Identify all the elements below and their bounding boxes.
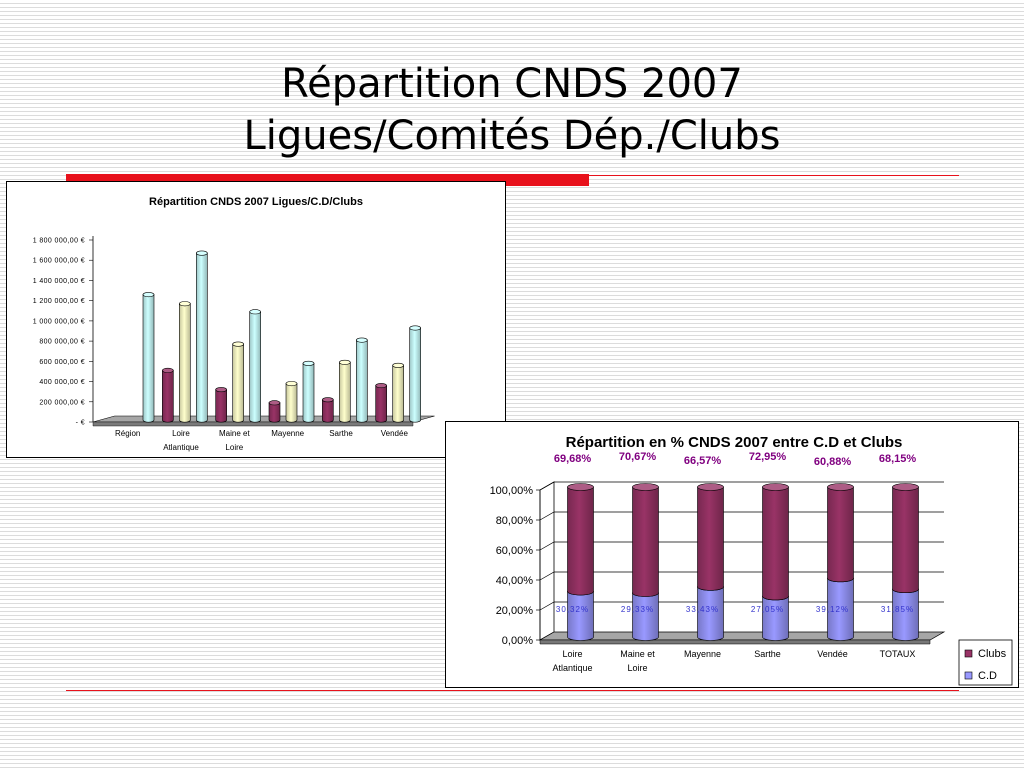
- amount-chart-title: Répartition CNDS 2007 Ligues/C.D/Clubs: [149, 196, 363, 208]
- percent-bar-clubs: [567, 483, 594, 596]
- amount-category-label: Atlantique: [163, 443, 199, 452]
- percent-category-label: TOTAUX: [880, 649, 916, 659]
- amount-y-tick-label: 1 400 000,00 €: [33, 278, 85, 285]
- slide-title: Répartition CNDS 2007 Ligues/Comités Dép…: [0, 58, 1024, 162]
- legend-swatch: [964, 649, 973, 658]
- slide-title-line-1: Répartition CNDS 2007: [281, 61, 743, 107]
- percent-chart: Répartition en % CNDS 2007 entre C.D et …: [490, 434, 1013, 686]
- percent-chart-legend: Clubs C.D: [958, 639, 1013, 686]
- amount-bar: [232, 341, 244, 423]
- amount-y-tick-label: 1 800 000,00 €: [33, 238, 85, 245]
- percent-category-label: Vendée: [817, 649, 848, 659]
- amount-bar: [302, 360, 315, 423]
- amount-category-label: Maine et: [219, 429, 250, 438]
- amount-category-label: Loire: [225, 443, 243, 452]
- footer-rule: [66, 690, 959, 691]
- percent-category-label: Sarthe: [754, 649, 781, 659]
- percent-chart-floor-edge: [539, 639, 931, 645]
- amount-category-label: Sarthe: [329, 429, 353, 438]
- amount-y-tick-label: 1 000 000,00 €: [33, 318, 85, 325]
- percent-category-label: Loire: [627, 663, 647, 673]
- percent-category-label: Mayenne: [684, 649, 721, 659]
- amount-y-tick-label: 600 000,00 €: [39, 359, 85, 366]
- percent-bar-clubs: [632, 483, 659, 597]
- percent-gridline: [539, 481, 944, 491]
- amount-bar: [356, 337, 368, 423]
- percent-bar-clubs: [762, 483, 789, 601]
- percent-data-label-cd: 27,05%: [751, 605, 784, 614]
- percent-y-tick-label: 60,00%: [496, 545, 534, 557]
- percent-bar-cd: [567, 587, 594, 641]
- percent-category-label: Loire: [562, 649, 582, 659]
- title-accent-line: [589, 175, 959, 176]
- legend-label: C.D: [978, 670, 997, 682]
- amount-bar: [409, 325, 421, 423]
- percent-data-label-clubs: 68,15%: [879, 453, 917, 465]
- percent-chart-side-wall: [539, 481, 555, 641]
- amount-chart-frame: Répartition CNDS 2007 Ligues/C.D/Clubs - …: [6, 181, 506, 458]
- legend-swatch: [964, 671, 973, 680]
- percent-bar-clubs: [827, 483, 854, 583]
- amount-category-label: Loire: [172, 429, 190, 438]
- amount-y-tick-label: - €: [76, 420, 85, 427]
- amount-bar: [375, 383, 387, 423]
- amount-bar: [215, 387, 227, 423]
- percent-y-tick-label: 0,00%: [502, 635, 533, 647]
- amount-bar: [162, 367, 174, 423]
- amount-y-tick-label: 200 000,00 €: [39, 399, 85, 406]
- amount-chart-floor-edge: [92, 421, 414, 427]
- percent-gridline: [539, 511, 944, 521]
- percent-bar-clubs: [892, 483, 919, 594]
- percent-y-tick-label: 20,00%: [496, 605, 534, 617]
- amount-bar: [142, 292, 155, 423]
- amount-bar: [249, 309, 261, 423]
- percent-chart-floor: [538, 631, 946, 641]
- amount-chart: Répartition CNDS 2007 Ligues/C.D/Clubs - …: [33, 196, 435, 452]
- percent-data-label-clubs: 70,67%: [619, 451, 657, 463]
- amount-bar: [322, 397, 334, 423]
- percent-bar-cd: [632, 589, 659, 641]
- percent-gridline: [539, 601, 944, 611]
- amount-bar: [196, 250, 208, 423]
- amount-category-label: Mayenne: [271, 429, 304, 438]
- amount-y-tick-label: 1 600 000,00 €: [33, 258, 85, 265]
- percent-y-tick-label: 100,00%: [490, 485, 534, 497]
- amount-bar: [268, 400, 281, 423]
- percent-gridline: [539, 571, 944, 581]
- percent-bar-clubs: [697, 483, 724, 591]
- percent-y-tick-label: 80,00%: [496, 515, 534, 527]
- percent-data-label-clubs: 60,88%: [814, 456, 852, 468]
- percent-gridline: [539, 541, 944, 551]
- amount-bar: [392, 362, 404, 423]
- percent-category-label: Maine et: [620, 649, 655, 659]
- percent-data-label-clubs: 69,68%: [554, 453, 592, 465]
- amount-y-tick-label: 800 000,00 €: [39, 339, 85, 346]
- amount-bar: [285, 381, 298, 423]
- percent-y-tick-label: 40,00%: [496, 575, 534, 587]
- amount-category-label: Vendée: [381, 429, 409, 438]
- percent-data-label-clubs: 72,95%: [749, 451, 787, 463]
- amount-bar: [339, 359, 351, 423]
- percent-data-label-cd: 30,32%: [556, 605, 589, 614]
- percent-category-label: Atlantique: [552, 663, 592, 673]
- percent-chart-frame: Répartition en % CNDS 2007 entre C.D et …: [445, 421, 1019, 688]
- legend-label: Clubs: [978, 648, 1007, 660]
- slide-title-line-2: Ligues/Comités Dép./Clubs: [243, 113, 781, 159]
- percent-data-label-cd: 29,33%: [621, 605, 654, 614]
- amount-y-tick-label: 1 200 000,00 €: [33, 298, 85, 305]
- percent-data-label-clubs: 66,57%: [684, 455, 722, 467]
- percent-data-label-cd: 31,85%: [881, 605, 914, 614]
- percent-data-label-cd: 39,12%: [816, 605, 849, 614]
- amount-y-tick-label: 400 000,00 €: [39, 379, 85, 386]
- amount-category-label: Région: [115, 429, 140, 438]
- percent-chart-title: Répartition en % CNDS 2007 entre C.D et …: [566, 434, 903, 451]
- amount-bar: [179, 301, 191, 423]
- percent-data-label-cd: 33,43%: [686, 605, 719, 614]
